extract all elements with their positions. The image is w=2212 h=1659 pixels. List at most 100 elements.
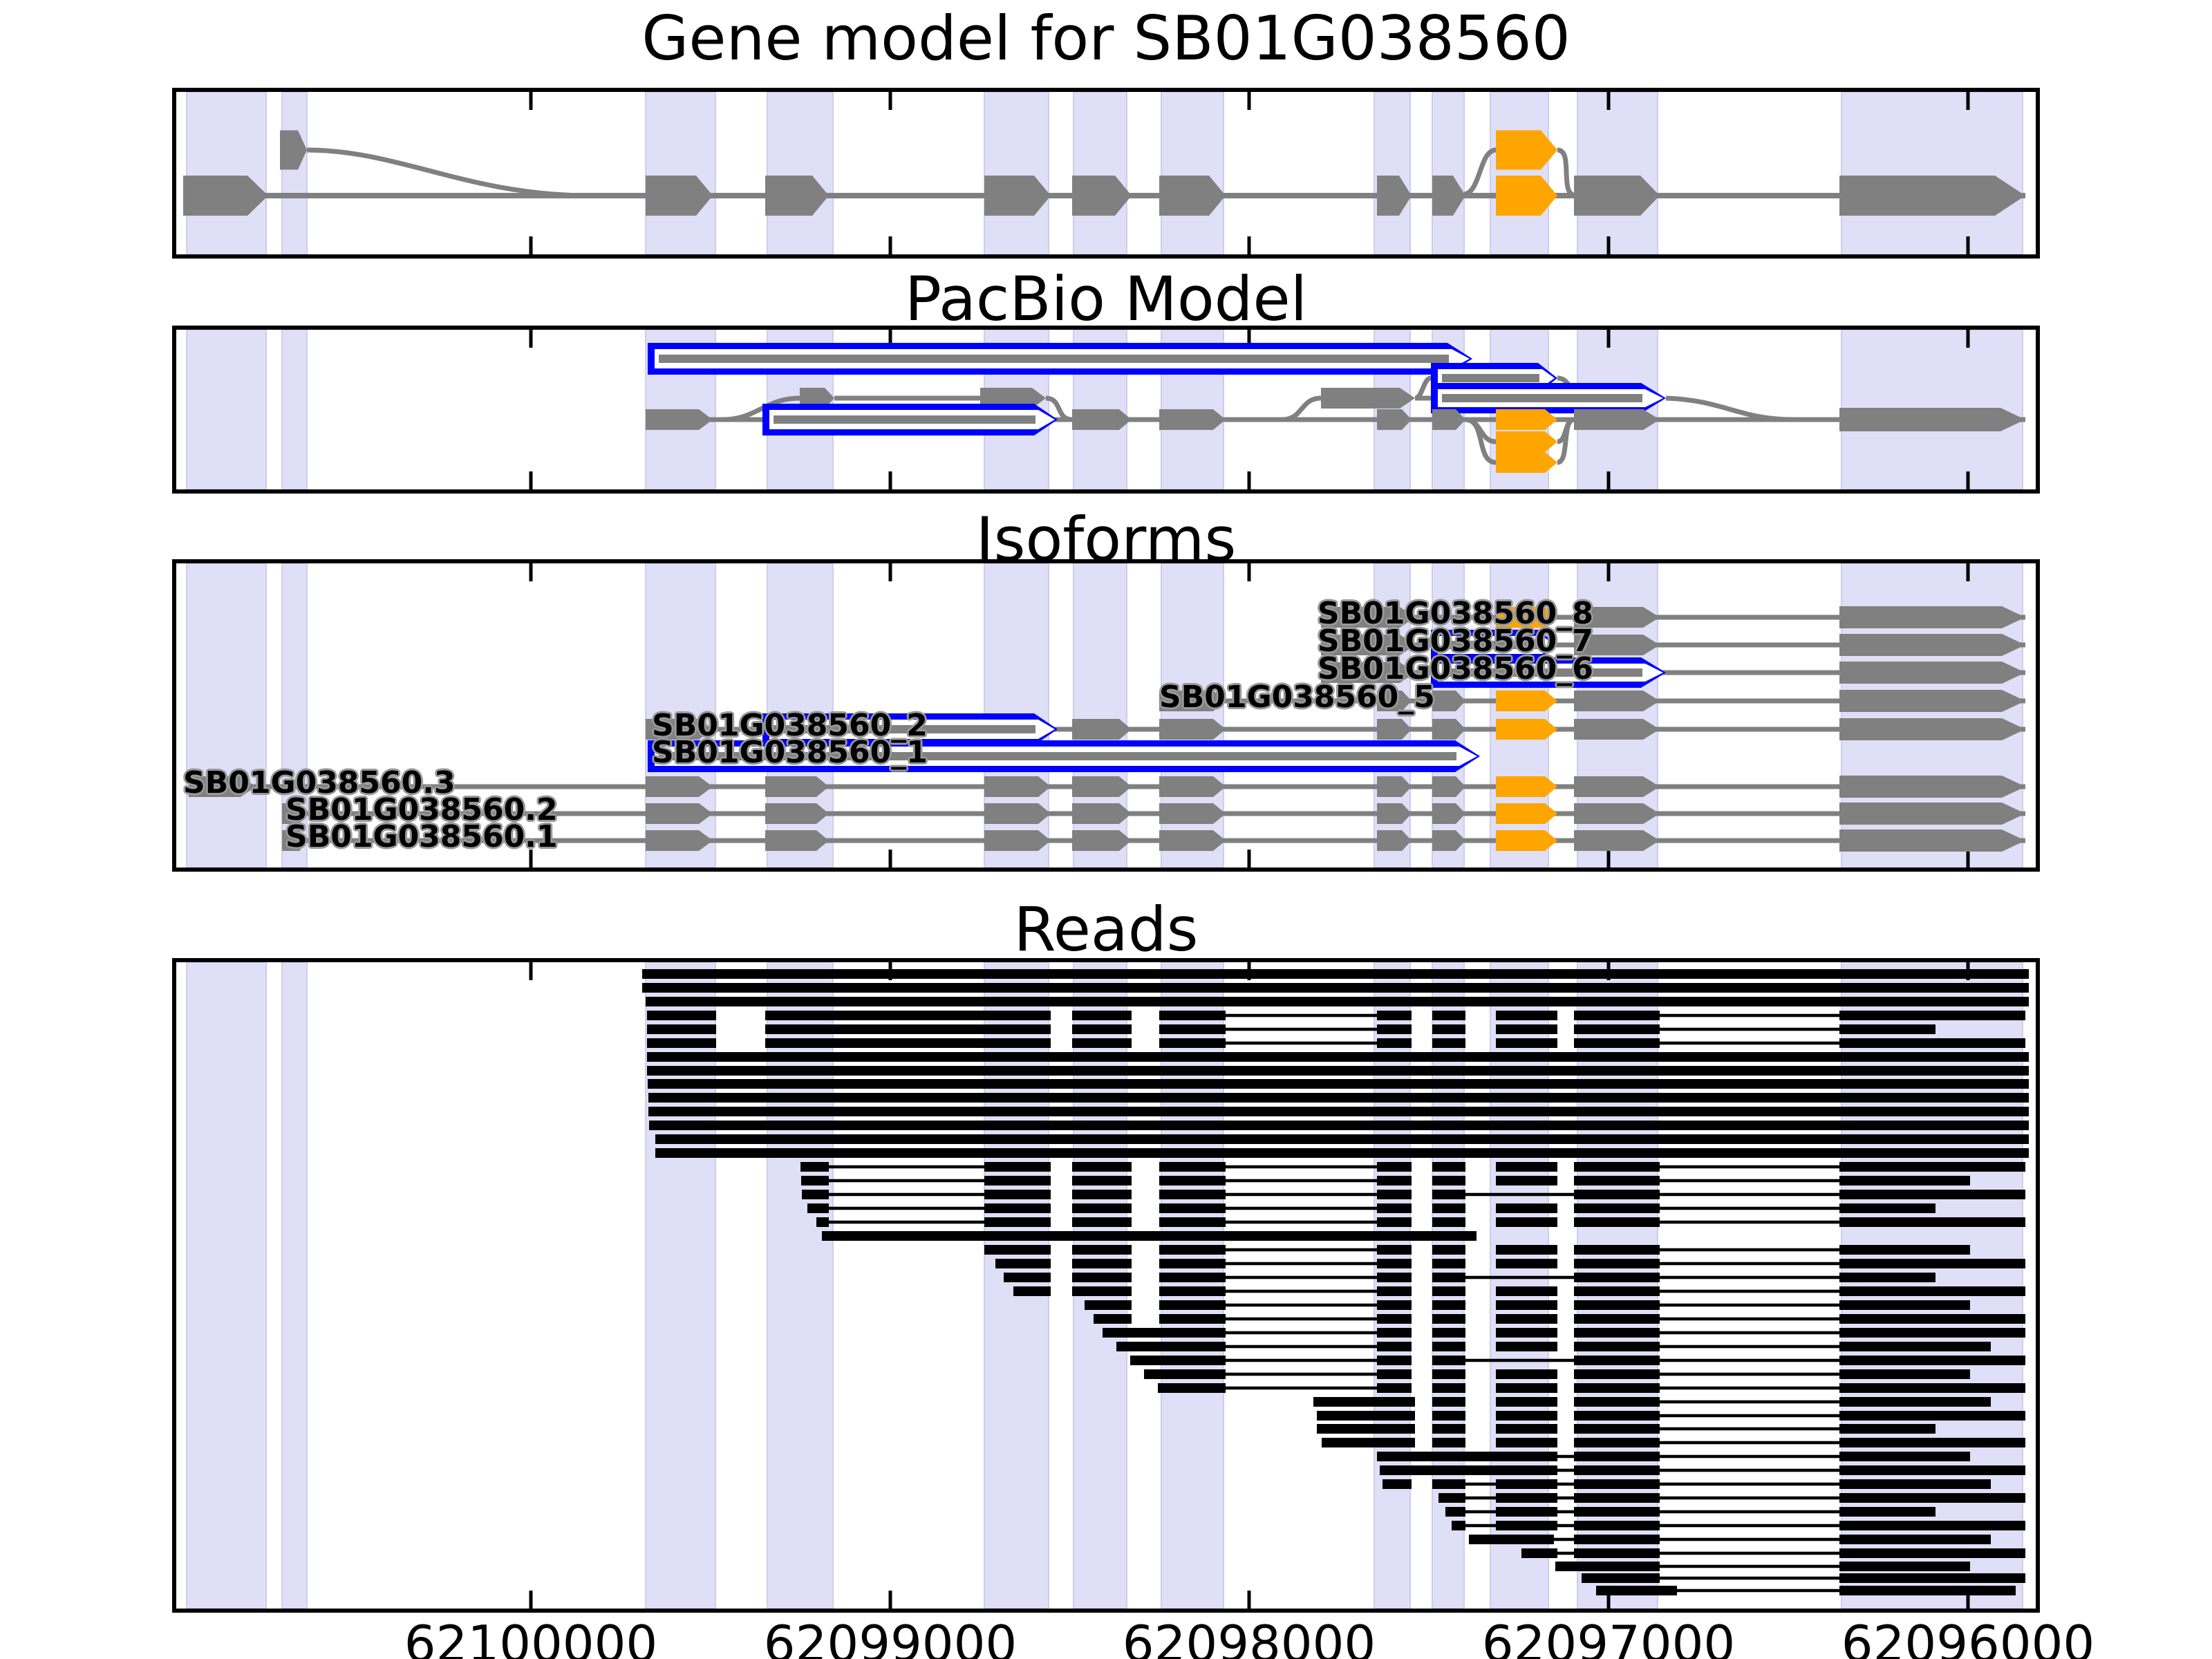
isoform-label: SB01G038560_1 — [652, 735, 928, 770]
read-exon-segment — [1496, 1369, 1557, 1379]
read-exon-segment — [1432, 1383, 1465, 1393]
read-intron-segment — [1465, 1524, 1496, 1528]
panel-reads — [172, 958, 2040, 1613]
read-exon-segment — [800, 1162, 829, 1172]
read-exon-segment — [647, 1011, 716, 1020]
read-intron-segment — [1226, 1248, 1377, 1252]
orange-exon — [1496, 452, 1557, 473]
gray-exon — [646, 719, 713, 740]
read-exon-segment — [807, 1203, 829, 1213]
exon-highlight-band — [186, 330, 267, 489]
gray-exon — [646, 409, 713, 430]
read-row — [1382, 1479, 1991, 1489]
read-exon-segment — [1574, 1245, 1660, 1255]
read-exon-segment — [1839, 1586, 2016, 1595]
gray-exon — [1839, 690, 2025, 712]
read-exon-segment — [1432, 1038, 1465, 1048]
read-row — [1596, 1586, 2016, 1595]
read-exon-segment — [1839, 1011, 2025, 1020]
read-intron-segment — [1226, 1317, 1377, 1321]
read-exon-segment — [1496, 1259, 1557, 1268]
blue-exon-midline — [1442, 374, 1539, 382]
read-intron-segment — [1226, 1289, 1377, 1293]
read-intron-segment — [1226, 1041, 1377, 1045]
blue-exon-midline — [774, 725, 1035, 733]
read-exon-segment — [1116, 1342, 1226, 1351]
orange-exon — [1496, 830, 1557, 851]
read-exon-segment — [1377, 1356, 1412, 1365]
read-row — [647, 1052, 2029, 1062]
read-exon-segment — [1574, 1438, 1660, 1447]
read-exon-segment — [1496, 1493, 1557, 1503]
read-exon-segment — [1521, 1548, 1557, 1558]
read-exon-segment — [1574, 1176, 1660, 1185]
orange-exon — [1496, 130, 1557, 170]
read-exon-segment — [1574, 1479, 1660, 1489]
read-exon-segment — [1432, 1397, 1465, 1407]
read-exon-segment — [647, 1052, 2029, 1062]
read-row — [648, 1093, 2029, 1103]
read-row — [655, 1148, 2029, 1158]
read-exon-segment — [1496, 1328, 1557, 1338]
read-exon-segment — [1574, 1162, 1660, 1172]
read-exon-segment — [1377, 1286, 1412, 1296]
read-exon-segment — [1839, 1024, 1936, 1034]
read-exon-segment — [1072, 1245, 1132, 1255]
isoforms-canvas — [186, 563, 2025, 868]
read-exon-segment — [1377, 1300, 1412, 1310]
exon-highlight-band — [645, 92, 716, 254]
read-intron-segment — [1226, 1386, 1377, 1390]
exon-highlight-band — [186, 92, 267, 254]
splice-arc — [1465, 417, 1497, 465]
read-exon-segment — [1496, 1479, 1557, 1489]
read-intron-segment — [1465, 1510, 1496, 1514]
read-intron-segment — [1226, 1262, 1377, 1266]
exon-highlight-band — [186, 962, 267, 1609]
gray-exon — [1159, 776, 1226, 797]
splice-arc — [722, 395, 800, 422]
read-exon-segment — [1072, 1011, 1132, 1020]
read-exon-segment — [1574, 1024, 1660, 1034]
gray-exon — [1839, 718, 2025, 740]
gray-exon — [1377, 803, 1412, 824]
read-exon-segment — [1432, 1342, 1465, 1351]
read-row — [642, 969, 2029, 979]
gray-exon — [765, 176, 829, 216]
exon-highlight-band — [1490, 92, 1549, 254]
read-exon-segment — [1839, 1217, 2025, 1227]
gray-exon — [1432, 830, 1465, 851]
read-exon-segment — [1496, 1300, 1557, 1310]
read-exon-segment — [1159, 1011, 1226, 1020]
read-exon-segment — [1432, 1286, 1465, 1296]
read-exon-segment — [1432, 1024, 1465, 1034]
isoform-label: SB01G038560_7 — [1318, 624, 1593, 659]
splice-arc — [1556, 417, 1575, 465]
read-exon-segment — [1839, 1342, 1991, 1351]
splice-arc — [1414, 375, 1432, 401]
read-exon-segment — [1159, 1245, 1226, 1255]
read-exon-segment — [1377, 1342, 1412, 1351]
read-exon-segment — [648, 1093, 2029, 1103]
gray-exon — [1574, 409, 1660, 430]
read-exon-segment — [1839, 1176, 1970, 1185]
read-exon-segment — [995, 1259, 1051, 1268]
gray-exon — [1159, 803, 1226, 824]
read-intron-segment — [1226, 1344, 1377, 1349]
read-exon-segment — [1496, 1011, 1557, 1020]
read-intron-segment — [1660, 1027, 1839, 1031]
read-row — [1013, 1286, 2025, 1296]
gray-exon — [280, 130, 307, 170]
read-exon-segment — [647, 1024, 716, 1034]
gray-exon — [1839, 662, 2025, 684]
read-exon-segment — [1839, 1203, 1936, 1213]
gray-exon — [1072, 719, 1132, 740]
read-exon-segment — [1377, 1190, 1412, 1199]
read-exon-segment — [802, 1190, 829, 1199]
read-exon-segment — [1072, 1162, 1132, 1172]
gray-exon — [282, 803, 308, 824]
read-exon-segment — [1839, 1383, 2025, 1393]
orange-exon — [1496, 607, 1557, 628]
read-row — [649, 1121, 2029, 1130]
read-exon-segment — [1452, 1521, 1465, 1530]
